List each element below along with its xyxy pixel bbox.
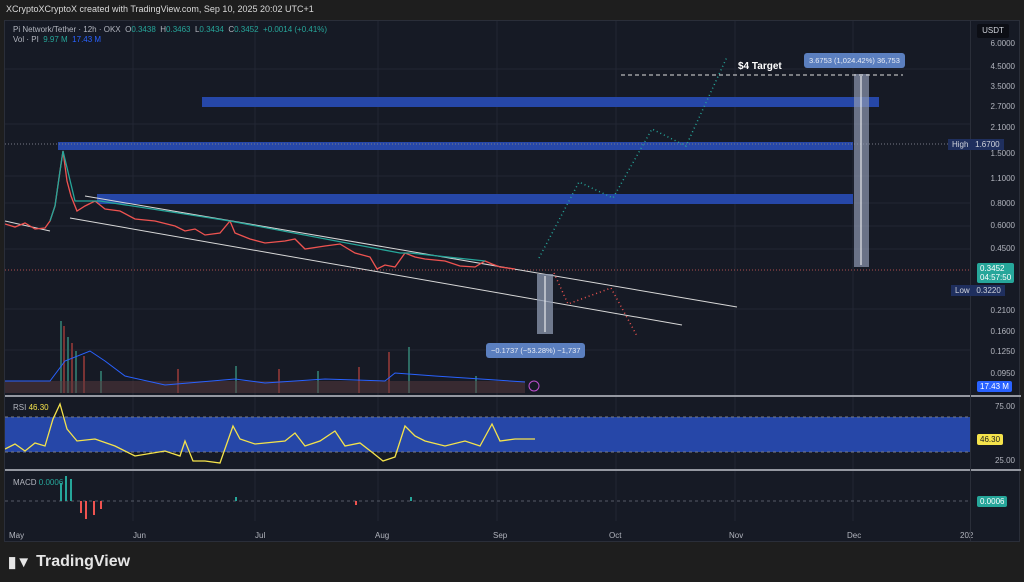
x-tick: Dec	[847, 531, 862, 540]
high-value: 0.3463	[166, 25, 191, 34]
high-tag: High 1.6700	[948, 139, 1004, 150]
x-tick: 202	[960, 531, 974, 540]
x-tick: Nov	[729, 531, 744, 540]
pane-separator[interactable]	[5, 395, 1021, 397]
x-tick: Jun	[133, 531, 146, 540]
target-label: $4 Target	[738, 61, 782, 72]
low-tag: Low 0.3220	[951, 285, 1005, 296]
x-tick: Oct	[609, 531, 622, 540]
open-value: 0.3438	[131, 25, 156, 34]
change-value: +0.0014 (+0.41%)	[263, 25, 328, 34]
chart-frame: Pi Network/Tether · 12h · OKX O0.3438 H0…	[4, 20, 1021, 542]
currency-button[interactable]: USDT	[977, 24, 1009, 38]
caption: XCryptoXCryptoX created with TradingView…	[6, 4, 314, 14]
x-tick: May	[9, 531, 25, 540]
last-price-tag: 0.3452 04:57:50	[977, 263, 1015, 283]
tv-logo-icon: ▮▼	[8, 554, 32, 571]
close-value: 0.3452	[234, 25, 259, 34]
macd-legend[interactable]: MACD 0.0006	[13, 478, 64, 487]
symbol-legend[interactable]: Pi Network/Tether · 12h · OKX O0.3438 H0…	[13, 25, 328, 34]
plot-area[interactable]: Pi Network/Tether · 12h · OKX O0.3438 H0…	[5, 21, 1021, 541]
low-value: 0.3434	[199, 25, 224, 34]
down-measure-label: −0.1737 (−53.28%) −1,737	[486, 343, 586, 358]
up-measure-label: 3.6753 (1,024.42%) 36,753	[804, 53, 905, 68]
rsi-legend[interactable]: RSI 46.30	[13, 403, 49, 412]
price-axis[interactable]: USDT 6.0000 4.5000 3.5000 2.7000 2.1000 …	[970, 21, 1021, 541]
macd-tag: 0.0006	[977, 496, 1008, 507]
rsi-tag: 46.30	[977, 434, 1004, 445]
pane-separator[interactable]	[5, 469, 1021, 471]
chart-drawing	[5, 21, 970, 521]
x-tick: Jul	[255, 531, 266, 540]
x-tick: Aug	[375, 531, 390, 540]
tradingview-logo[interactable]: ▮▼ TradingView	[8, 553, 131, 571]
volume-tag: 17.43 M	[977, 381, 1012, 392]
volume-legend[interactable]: Vol · PI 9.97 M 17.43 M	[13, 35, 102, 44]
x-tick: Sep	[493, 531, 508, 540]
